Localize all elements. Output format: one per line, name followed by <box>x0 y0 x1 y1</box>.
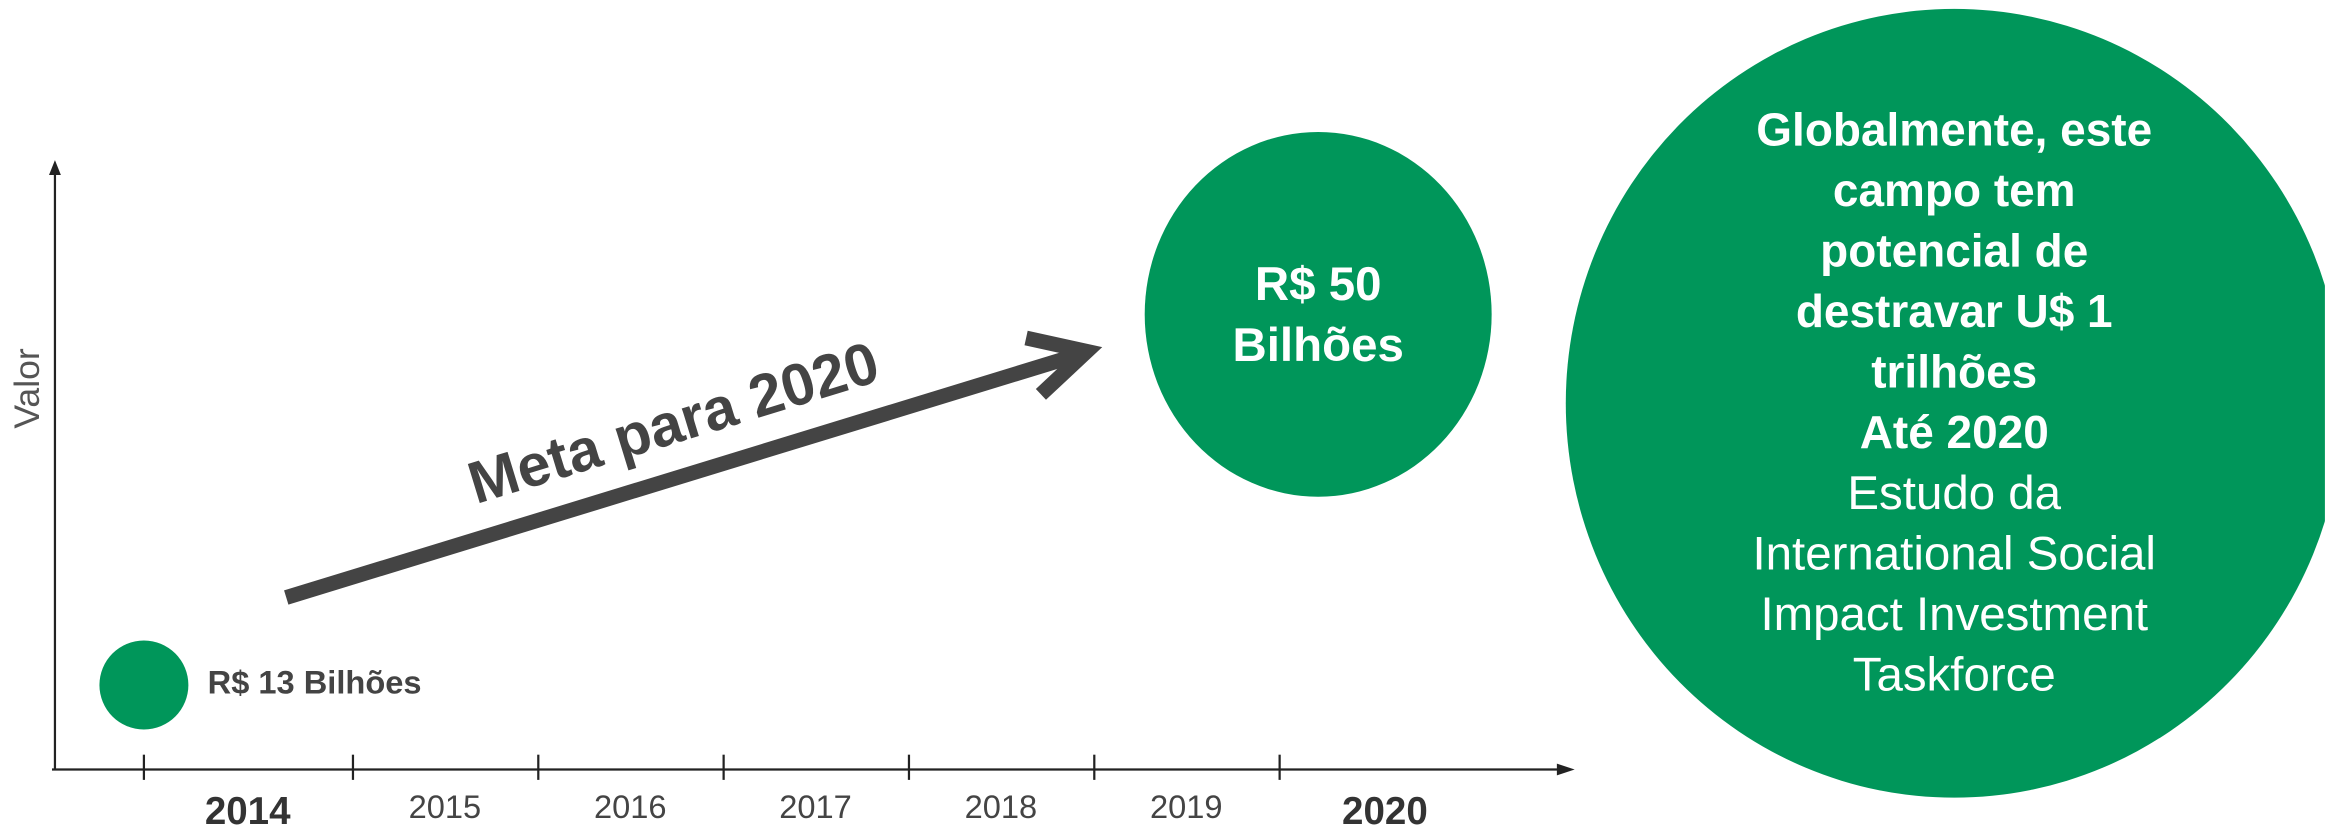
year-label: 2017 <box>779 788 852 825</box>
year-label: 2014 <box>205 790 291 833</box>
year-label: 2018 <box>965 788 1038 825</box>
global-bold-line: destravar U$ 1 <box>1796 285 2113 337</box>
arrow-label: Meta para 2020 <box>460 328 886 516</box>
target-text: R$ 50 Bilhões <box>1233 258 1404 372</box>
global-line: Taskforce <box>1853 648 2056 701</box>
ticks: 2014 2015 2016 2017 2018 2019 2020 <box>142 754 1428 833</box>
target-bubble <box>1144 131 1492 497</box>
year-label: 2015 <box>409 788 482 825</box>
global-bold-line: trilhões <box>1871 346 2037 398</box>
global-bold-line: campo tem <box>1833 164 2076 216</box>
x-arrowhead <box>1556 763 1575 776</box>
year-label: 2020 <box>1342 790 1428 833</box>
y-arrowhead <box>49 160 61 175</box>
target-line: Bilhões <box>1233 319 1404 372</box>
year-label: 2019 <box>1150 788 1223 825</box>
content: Valor 2014 2015 2016 2017 2018 2019 2020 R$ 13… <box>7 9 2325 833</box>
arrow-shaft <box>284 347 1082 605</box>
global-line: Estudo da <box>1847 467 2061 520</box>
global-bold-line: potencial de <box>1820 225 2088 277</box>
year-label: 2016 <box>594 788 667 825</box>
global-bold-line: Até 2020 <box>1860 406 2049 458</box>
y-axis-label: Valor <box>7 348 47 429</box>
global-line: International Social <box>1753 528 2156 581</box>
global-bubble <box>1565 9 2325 798</box>
start-bubble <box>99 640 189 730</box>
start-label: R$ 13 Bilhões <box>208 664 422 701</box>
global-bold-line: Globalmente, este <box>1756 104 2152 156</box>
arrow-head <box>1024 330 1103 400</box>
global-line: Impact Investment <box>1760 588 2148 641</box>
global-text: Globalmente, este campo tem potencial de de… <box>1753 104 2156 702</box>
target-line: R$ 50 <box>1255 258 1382 311</box>
